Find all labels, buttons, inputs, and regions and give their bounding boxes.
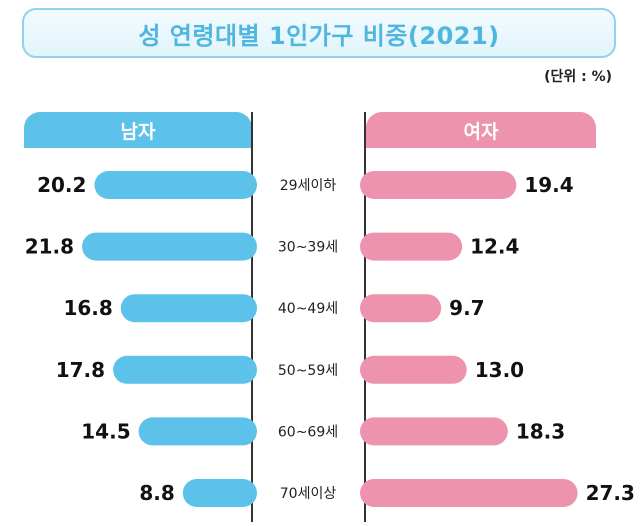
male-header-label: 남자 [120,120,156,143]
male-bar [138,417,257,446]
female-bar [360,294,442,323]
category-label: 50~59세 [278,363,338,379]
chart-title: 성 연령대별 1인가구 비중(2021) [138,21,500,50]
female-value-label: 18.3 [516,419,565,443]
male-bar [182,479,257,507]
female-value-label: 13.0 [475,358,524,382]
male-header: 남자 [24,112,252,148]
male-value-label: 20.2 [37,173,86,197]
female-header-label: 여자 [463,120,499,143]
category-label: 40~49세 [278,301,338,317]
female-value-label: 9.7 [449,296,484,320]
male-value-label: 16.8 [63,296,112,320]
female-bar [360,171,517,199]
male-value-label: 8.8 [139,481,174,505]
male-value-label: 21.8 [25,235,74,259]
male-bar [113,355,257,384]
female-bar [360,479,578,507]
male-value-label: 14.5 [81,419,130,443]
female-bar [360,417,508,446]
female-bar [360,355,467,384]
male-bar [82,232,257,261]
female-value-label: 19.4 [524,173,573,197]
male-value-label: 17.8 [56,358,105,382]
female-value-label: 27.3 [586,481,635,505]
female-value-label: 12.4 [470,235,519,259]
male-bar [120,294,257,323]
female-header: 여자 [366,112,596,148]
male-bar [94,171,257,199]
unit-label: (단위 : %) [544,69,612,85]
female-bar [360,232,463,261]
category-label: 70세이상 [280,486,337,502]
category-label: 30~39세 [278,240,338,256]
title-box: 성 연령대별 1인가구 비중(2021) [22,8,616,58]
category-label: 29세이하 [280,178,337,194]
category-label: 60~69세 [278,424,338,440]
